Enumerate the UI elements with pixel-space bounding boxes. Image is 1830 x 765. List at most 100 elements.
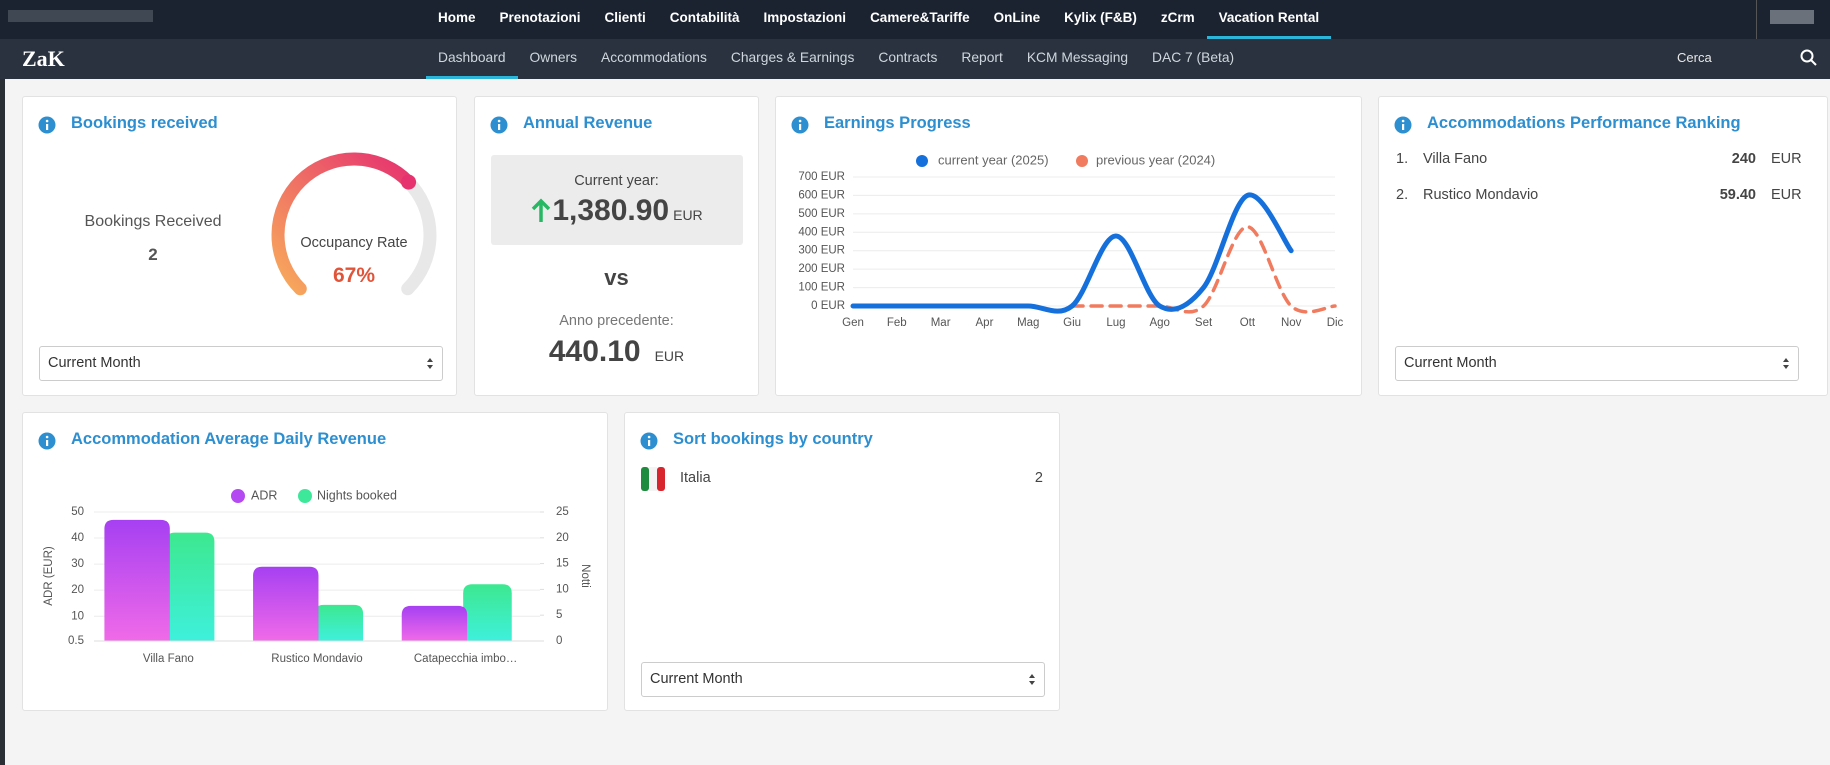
sub-nav-item[interactable]: Owners <box>529 50 578 65</box>
flag-red <box>657 467 665 491</box>
sub-nav-item[interactable]: Contracts <box>878 50 938 65</box>
sub-nav-item[interactable]: DAC 7 (Beta) <box>1152 50 1235 65</box>
current-unit: EUR <box>673 207 703 223</box>
x-tick-label: Mag <box>1017 317 1039 329</box>
previous-value: 440.10 <box>548 335 641 368</box>
previous-row: 440.10 EUR <box>475 335 758 369</box>
nav-item[interactable]: Vacation Rental <box>1206 0 1332 39</box>
x-tick-label: Lug <box>1106 317 1125 329</box>
x-tick-label: Ago <box>1149 317 1169 329</box>
current-box <box>491 155 743 245</box>
country-name: Italia <box>680 470 711 486</box>
x-tick-label: Set <box>1195 317 1213 329</box>
info-dot <box>647 435 651 439</box>
card-bookings: Bookings received Bookings Received 2 Oc… <box>22 96 457 396</box>
sub-nav-item[interactable]: Report <box>961 50 1003 65</box>
flag-green <box>641 467 649 491</box>
card-title: Bookings received <box>71 114 218 132</box>
x-tick-label: Catapecchia imbo… <box>414 653 518 665</box>
card-title: Sort bookings by country <box>673 430 873 448</box>
gauge-value-arc <box>271 152 416 296</box>
sub-nav-item[interactable]: Accommodations <box>601 50 707 65</box>
card-title: Annual Revenue <box>523 114 653 132</box>
nav-item[interactable]: OnLine <box>993 10 1041 25</box>
nav-item[interactable]: Impostazioni <box>763 10 847 25</box>
search-input[interactable]: Cerca <box>1677 50 1712 65</box>
bar-nights <box>314 604 364 641</box>
country-count: 2 <box>1034 470 1043 486</box>
y-tick-label: 400 EUR <box>798 226 845 238</box>
nav-item[interactable]: zCrm <box>1160 10 1195 25</box>
rank-currency: EUR <box>1771 187 1802 203</box>
gauge <box>271 152 437 296</box>
sub-nav-item[interactable]: KCM Messaging <box>1026 50 1129 65</box>
bar-adr <box>104 519 170 641</box>
flag-white <box>649 467 657 491</box>
card-title: Accommodations Performance Ranking <box>1427 114 1741 132</box>
sub-nav-item[interactable]: Charges & Earnings <box>730 50 855 65</box>
legend-label: previous year (2024) <box>1096 152 1215 167</box>
y2-tick-label: 15 <box>556 558 569 570</box>
sub-nav: Dashboard Owners Accommodations Charges & E… <box>426 39 1246 79</box>
card-title: Accommodation Average Daily Revenue <box>71 430 387 448</box>
search-icon[interactable] <box>1800 49 1818 67</box>
y2-tick-label: 10 <box>556 583 569 595</box>
info-icon <box>38 432 56 450</box>
y-tick-label: 40 <box>71 532 84 544</box>
nav-item[interactable]: Clienti <box>604 10 646 25</box>
rank-amount: 240 <box>1731 151 1756 167</box>
y-tick-label: 300 EUR <box>798 245 845 257</box>
y-tick-label: 600 EUR <box>798 189 845 201</box>
sub-bar: ZaK Dashboard Owners Accommodations Charges… <box>0 39 1830 79</box>
x-tick-label: Mar <box>931 317 951 329</box>
rank-number: 2. <box>1396 187 1409 203</box>
flag-icon <box>641 467 665 491</box>
nav-item[interactable]: Camere&Tariffe <box>870 10 970 25</box>
top-bar: Home Prenotazioni Clienti Contabilità Impost… <box>0 0 1830 39</box>
nav-item[interactable]: Kylix (F&B) <box>1064 10 1137 25</box>
gauge-label: Occupancy Rate <box>300 235 408 251</box>
nav-item[interactable]: Contabilità <box>669 10 740 25</box>
card-adr: Accommodation Average Daily Revenue 0.5 1… <box>22 412 608 711</box>
sub-nav-item[interactable]: Dashboard <box>426 39 518 79</box>
gauge-end-dot <box>401 174 417 190</box>
info-dot <box>497 119 501 123</box>
y2-axis-title: Notti <box>579 564 591 588</box>
legend-swatch <box>298 489 312 503</box>
series-line <box>850 192 1294 314</box>
nav-item[interactable]: Home <box>438 10 476 25</box>
vs: vs <box>604 265 629 290</box>
logo[interactable]: ZaK <box>22 46 65 71</box>
line-chart: 0 EUR 100 EUR 200 EUR 300 EUR 400 EUR 500 EUR… <box>798 152 1343 329</box>
period-select[interactable]: Current Month <box>641 662 1045 697</box>
x-tick-label: Rustico Mondavio <box>271 653 362 665</box>
current-value: 1,380.90 <box>552 194 670 227</box>
nav-item[interactable]: Prenotazioni <box>499 10 581 25</box>
x-tick-label: Ott <box>1240 317 1256 329</box>
rank-number: 1. <box>1396 151 1409 167</box>
y2-tick-label: 25 <box>556 506 569 518</box>
info-dot <box>45 435 49 439</box>
side-strip <box>0 79 5 765</box>
legend-label: Nights booked <box>317 488 397 502</box>
y-tick-label: 30 <box>71 558 84 570</box>
info-stem <box>799 124 802 130</box>
x-tick-label: Villa Fano <box>143 653 194 665</box>
legend-label: current year (2025) <box>938 152 1049 167</box>
y-tick-label: 500 EUR <box>798 208 845 220</box>
series-line <box>1070 225 1337 314</box>
x-tick-label: Apr <box>976 317 994 329</box>
info-stem <box>498 124 501 130</box>
x-tick-label: Gen <box>842 317 864 329</box>
period-select[interactable]: Current Month <box>39 346 443 381</box>
y-tick-label: 20 <box>71 584 84 596</box>
accommodation-name: Villa Fano <box>1423 151 1488 167</box>
info-dot <box>1401 119 1405 123</box>
x-tick-label: Nov <box>1281 317 1302 329</box>
previous-label: Anno precedente: <box>559 313 674 329</box>
legend-swatch <box>231 489 245 503</box>
blurred-account <box>1770 10 1814 24</box>
period-select[interactable]: Current Month <box>1395 346 1799 381</box>
bar-adr <box>253 566 319 641</box>
info-stem <box>648 440 651 446</box>
